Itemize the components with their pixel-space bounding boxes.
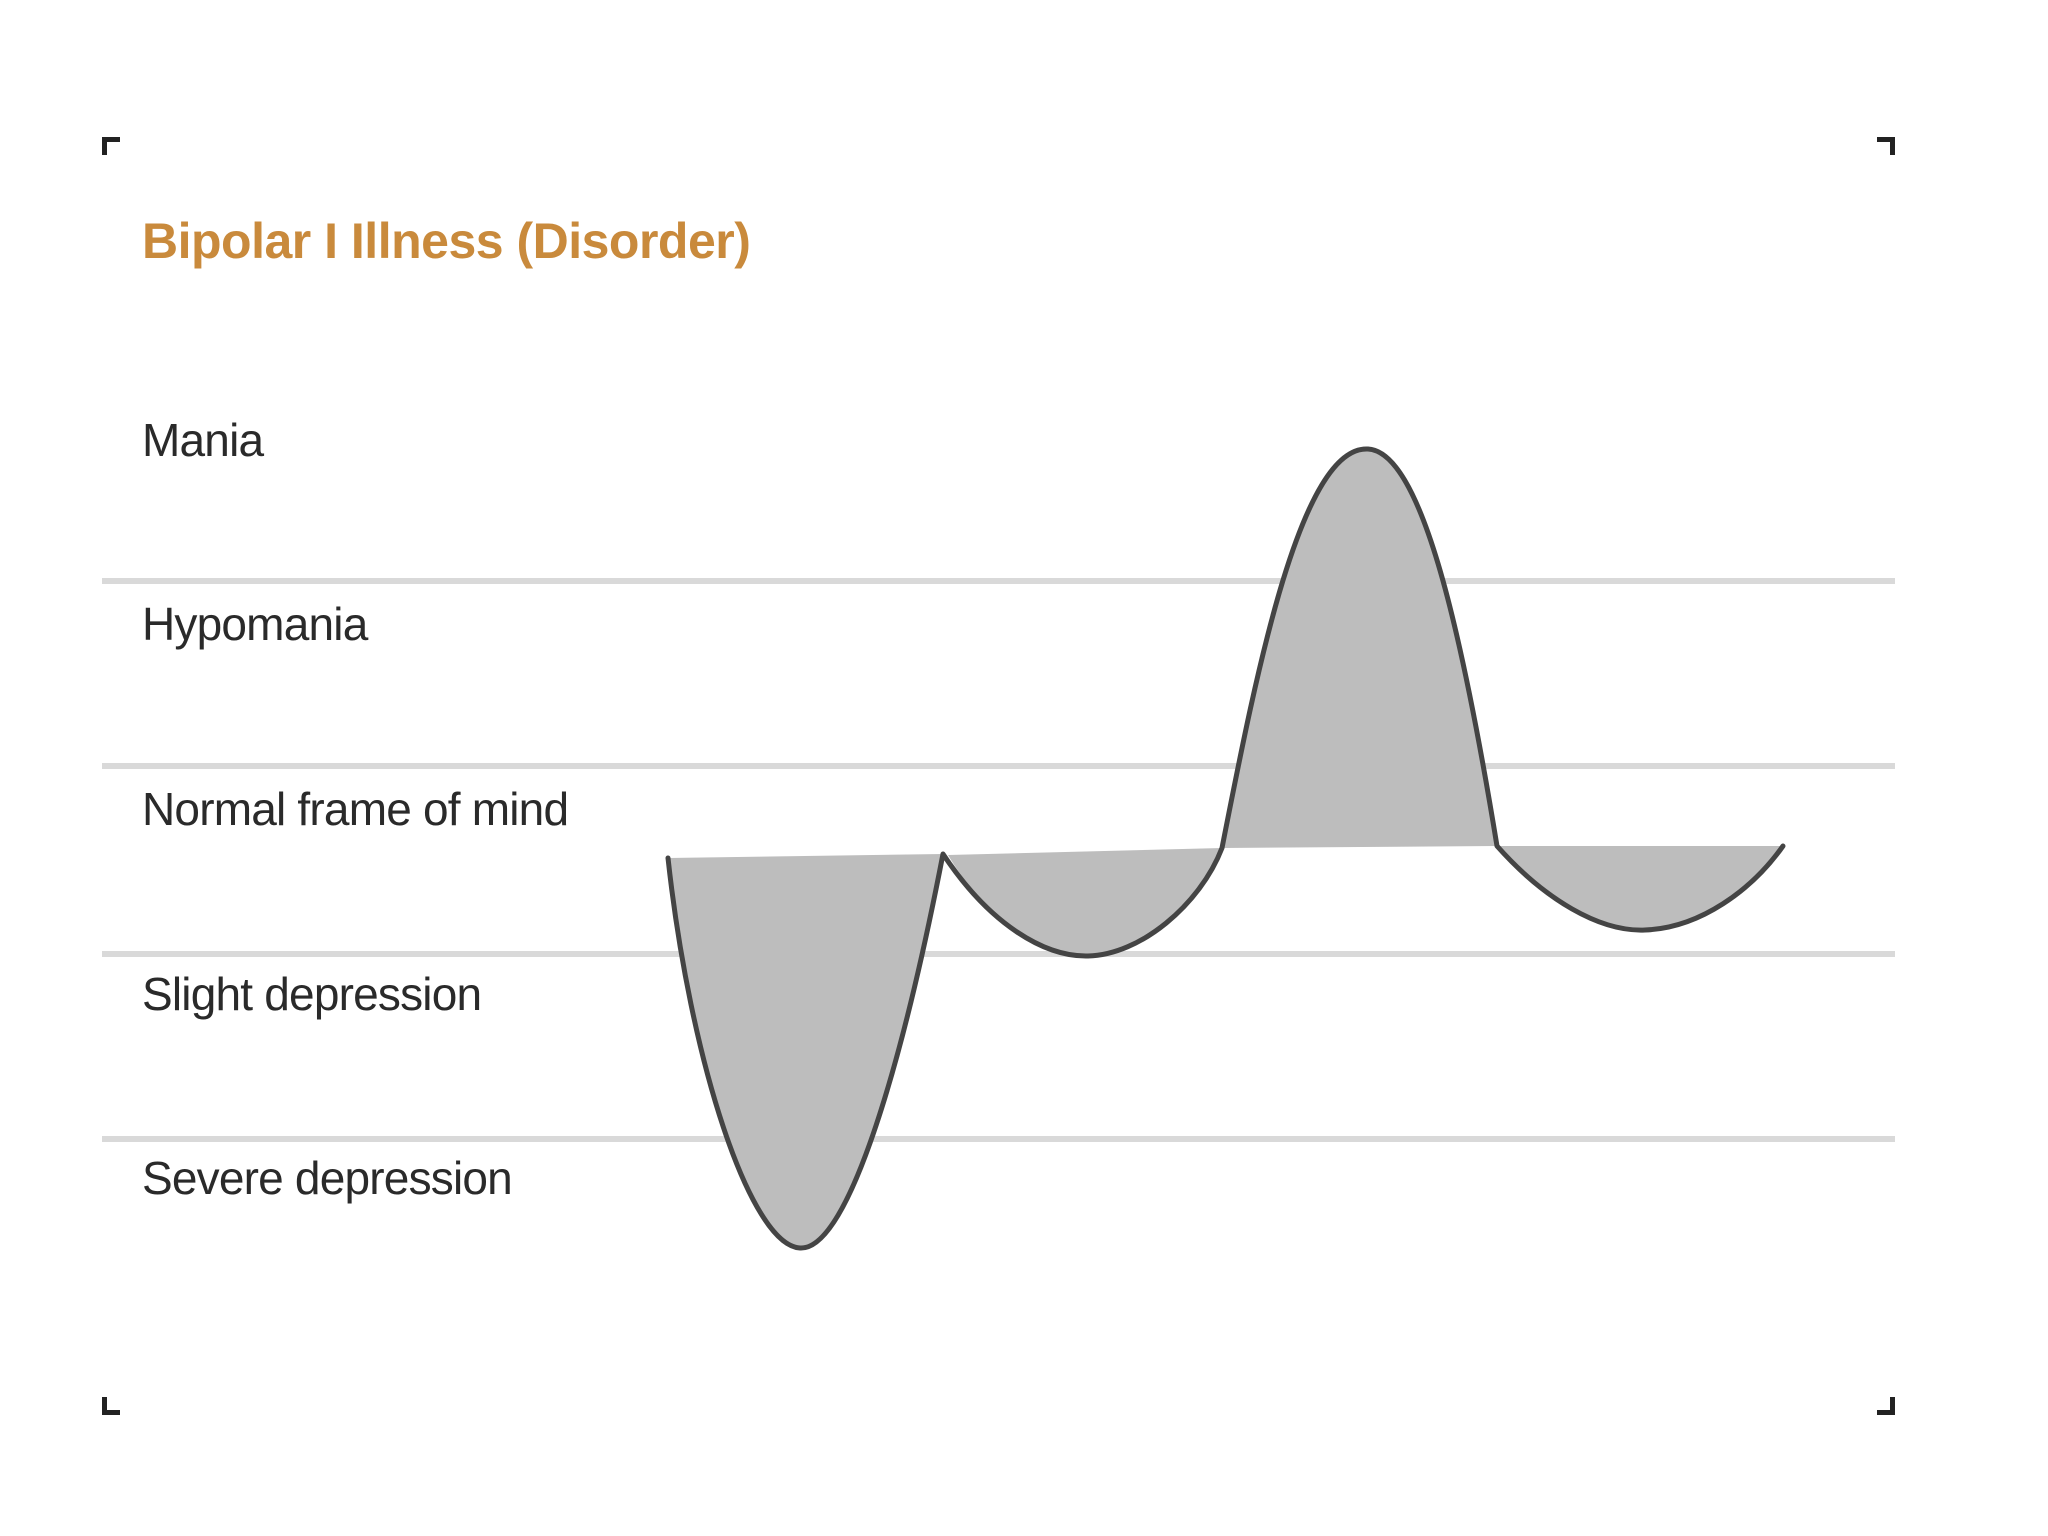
mood-curve-line (665, 446, 1786, 1251)
crop-mark-bottom-right (1877, 1397, 1895, 1415)
band-label-slight-depression: Slight depression (142, 968, 482, 1020)
diagram-title: Bipolar I Illness (Disorder) (142, 213, 751, 269)
episode-mania (1222, 448, 1497, 848)
band-label-severe-depression: Severe depression (142, 1152, 513, 1204)
band-label-hypomania: Hypomania (142, 598, 368, 650)
episode-severe-depression (668, 854, 943, 1249)
band-label-mania: Mania (142, 414, 264, 466)
band-label-normal: Normal frame of mind (142, 783, 569, 835)
crop-mark-bottom-left (102, 1397, 120, 1415)
crop-mark-top-left (102, 137, 120, 155)
mood-curve (665, 446, 1786, 1251)
band-dividers (102, 578, 1895, 1142)
crop-mark-top-right (1877, 137, 1895, 155)
episode-slight-depression-1 (948, 848, 1222, 957)
